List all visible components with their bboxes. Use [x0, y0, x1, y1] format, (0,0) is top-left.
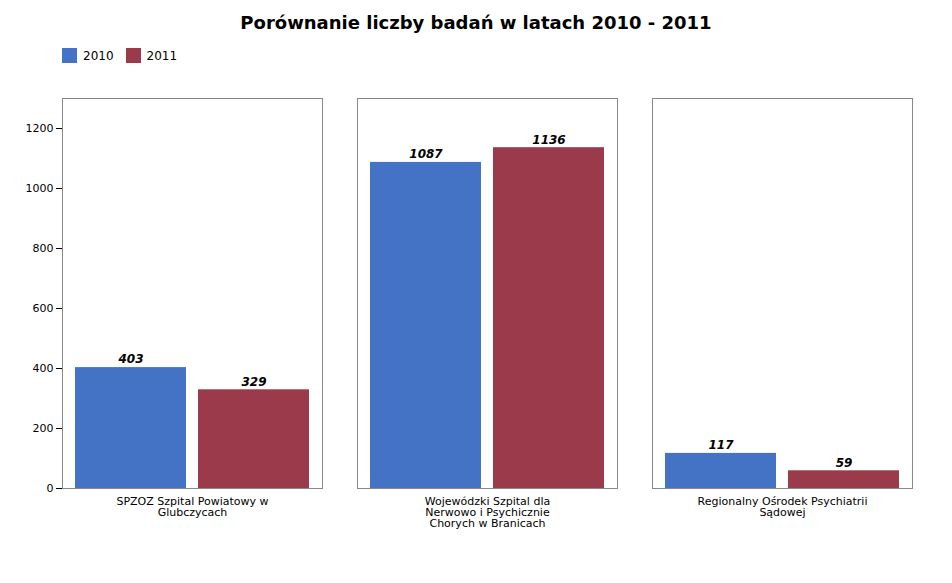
svg-text:59: 59: [836, 456, 853, 470]
svg-text:117: 117: [708, 438, 734, 452]
svg-text:1087: 1087: [409, 147, 443, 161]
svg-text:1000: 1000: [26, 182, 54, 195]
html-text:Porównanie liczby badań w lata: Porównanie liczby badań w latach 2010 - …: [240, 12, 712, 33]
svg-text:1200: 1200: [26, 122, 54, 135]
svg-text:200: 200: [33, 422, 54, 435]
svg-text:1136: 1136: [532, 133, 565, 147]
svg-text:400: 400: [33, 362, 54, 375]
html-text:2011: 2011: [146, 48, 178, 63]
svg-text:329: 329: [241, 375, 266, 389]
svg-text:800: 800: [33, 242, 54, 255]
svg-text:Wojewódzki Szpital dlaNerwowo: Wojewódzki Szpital dlaNerwowo i Psychicz…: [425, 495, 550, 530]
svg-text:0: 0: [47, 482, 54, 495]
html-text:2010: 2010: [83, 48, 114, 63]
svg-text:SPZOZ Szpital Powiatowy wGlubc: SPZOZ Szpital Powiatowy wGlubczycach: [116, 495, 268, 519]
svg-text:600: 600: [33, 302, 54, 315]
svg-text:Regionalny Ośrodek Psychiatrii: Regionalny Ośrodek PsychiatriiSądowej: [698, 495, 868, 519]
svg-text:403: 403: [117, 352, 143, 366]
